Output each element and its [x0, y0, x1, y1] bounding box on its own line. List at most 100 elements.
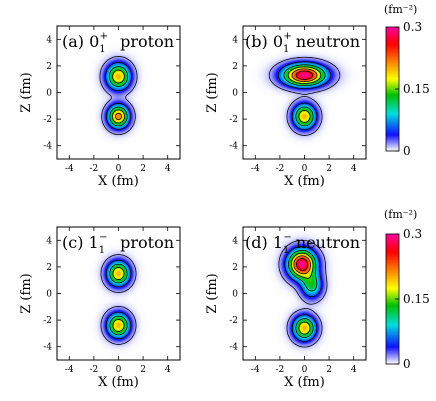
colorbar-1: 0.3 0.15 0 (fm⁻²) — [384, 208, 430, 371]
x-tick-label: -2 — [90, 365, 99, 375]
colorbar-segment — [386, 127, 399, 130]
colorbar-segment — [386, 314, 399, 317]
x-tick-label: 2 — [140, 164, 146, 174]
colorbar-unit: (fm⁻²) — [384, 3, 417, 16]
colorbar-segment — [386, 275, 399, 278]
x-tick-label: 2 — [326, 164, 332, 174]
x-tick-label: 4 — [165, 164, 171, 174]
x-tick-label: 2 — [140, 365, 146, 375]
colorbar-segment — [386, 131, 399, 134]
colorbar-segment — [386, 242, 399, 245]
colorbar-segment — [386, 349, 399, 352]
nucleon-label: proton — [120, 32, 174, 51]
colorbar-segment — [386, 36, 399, 39]
colorbar-segment — [386, 330, 399, 333]
colorbar-segment — [386, 340, 399, 343]
x-tick-label: 4 — [351, 365, 357, 375]
colorbar-segment — [386, 100, 399, 102]
colorbar-segment — [386, 94, 399, 97]
colorbar-segment — [386, 122, 399, 125]
colorbar-segment — [386, 47, 399, 50]
colorbar-segment — [386, 31, 399, 34]
colorbar-segment — [386, 113, 399, 116]
colorbar-segment — [386, 244, 399, 247]
x-tick-label: 4 — [165, 365, 171, 375]
colorbar-segment — [386, 312, 399, 315]
x-tick-label: -2 — [90, 164, 99, 174]
contour-line-5 — [295, 70, 314, 80]
colorbar-segment — [386, 356, 399, 359]
colorbar-segment — [386, 290, 399, 293]
colorbar-segment — [386, 299, 399, 302]
x-tick-label: -4 — [65, 365, 74, 375]
contour-line-0 — [99, 56, 138, 136]
colorbar-segment — [386, 109, 399, 112]
colorbar-segment — [386, 135, 399, 138]
y-tick-label: 4 — [46, 35, 52, 45]
colorbar-segment — [386, 87, 399, 90]
y-tick-label: 0 — [232, 290, 238, 300]
colorbar-segment — [386, 238, 399, 241]
contour-line-4 — [293, 255, 311, 275]
colorbar-segment — [386, 326, 399, 329]
colorbar-segment — [386, 300, 399, 303]
y-axis-label: Z (fm) — [19, 273, 34, 313]
colorbar-segment — [386, 61, 399, 64]
colorbar-segment — [386, 257, 399, 260]
colorbar-segment — [386, 316, 399, 319]
colorbar-segment — [386, 142, 399, 145]
heatmap-image — [243, 227, 366, 360]
colorbar-segment — [386, 68, 399, 71]
colorbar-segment — [386, 141, 399, 144]
colorbar-segment — [386, 342, 399, 345]
colorbar-segment — [386, 338, 399, 341]
colorbar-segment — [386, 28, 399, 31]
colorbar-segment — [386, 335, 399, 338]
colorbar-segment — [386, 49, 399, 52]
colorbar-segment — [386, 42, 399, 45]
colorbar-segment — [386, 146, 399, 149]
colorbar-tick-label: 0.15 — [403, 292, 430, 306]
colorbar-segment — [386, 120, 399, 123]
x-tick-label: -4 — [251, 164, 260, 174]
colorbar-segment — [386, 296, 399, 299]
x-tick-label: -2 — [276, 164, 285, 174]
colorbar-segment — [386, 353, 399, 356]
x-axis-label: X (fm) — [284, 375, 325, 390]
colorbar-segment — [386, 336, 399, 339]
colorbar-segment — [386, 105, 399, 108]
colorbar-segment — [386, 294, 399, 297]
colorbar-segment — [386, 69, 399, 72]
colorbar-segment — [386, 251, 399, 254]
colorbar-segment — [386, 249, 399, 252]
colorbar-segment — [386, 71, 399, 74]
y-axis-label: Z (fm) — [205, 72, 220, 112]
colorbar-segment — [386, 235, 399, 238]
colorbar-segment — [386, 359, 399, 362]
colorbar-segment — [386, 339, 399, 342]
colorbar-segment — [386, 301, 399, 304]
colorbar-segment — [386, 79, 399, 82]
colorbar-segment — [386, 57, 399, 60]
contour-line-4 — [115, 112, 122, 121]
colorbar-segment — [386, 137, 399, 140]
colorbar-segment — [386, 309, 399, 312]
y-tick-label: -2 — [43, 316, 52, 326]
colorbar-0: 0.3 0.15 0 (fm⁻²) — [384, 3, 430, 158]
colorbar-segment — [386, 274, 399, 277]
colorbar-segment — [386, 262, 399, 265]
colorbar-segment — [386, 287, 399, 290]
x-tick-label: 4 — [351, 164, 357, 174]
colorbar-segment — [386, 261, 399, 264]
colorbar-segment — [386, 112, 399, 115]
y-tick-label: 4 — [46, 236, 52, 246]
colorbar-segment — [386, 268, 399, 271]
colorbar-segment — [386, 144, 399, 147]
colorbar-segment — [386, 97, 399, 100]
colorbar-segment — [386, 119, 399, 122]
contour-line-2 — [288, 249, 318, 338]
colorbar-segment — [386, 39, 399, 42]
